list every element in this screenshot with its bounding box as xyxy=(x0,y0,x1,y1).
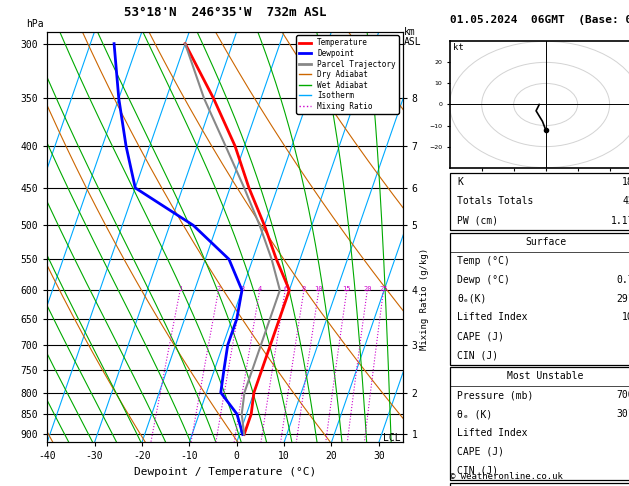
Text: 01.05.2024  06GMT  (Base: 00): 01.05.2024 06GMT (Base: 00) xyxy=(450,15,629,25)
Text: 53°18'N  246°35'W  732m ASL: 53°18'N 246°35'W 732m ASL xyxy=(124,6,326,19)
Text: km
ASL: km ASL xyxy=(404,27,421,47)
Text: 0: 0 xyxy=(628,466,629,476)
Text: 3: 3 xyxy=(628,428,629,438)
Text: 15: 15 xyxy=(343,286,351,292)
Text: CIN (J): CIN (J) xyxy=(457,350,499,360)
Text: 1: 1 xyxy=(178,286,182,292)
Text: θₑ(K): θₑ(K) xyxy=(457,294,487,304)
Text: Temp (°C): Temp (°C) xyxy=(457,256,510,266)
Text: Surface: Surface xyxy=(525,237,566,247)
Text: CAPE (J): CAPE (J) xyxy=(457,447,504,457)
Text: 10: 10 xyxy=(314,286,323,292)
Text: PW (cm): PW (cm) xyxy=(457,216,499,226)
Text: Totals Totals: Totals Totals xyxy=(457,196,534,207)
Text: 8: 8 xyxy=(302,286,306,292)
Text: 6: 6 xyxy=(283,286,287,292)
Text: 4: 4 xyxy=(257,286,262,292)
Text: LCL: LCL xyxy=(382,433,400,443)
Text: CAPE (J): CAPE (J) xyxy=(457,331,504,341)
Text: Most Unstable: Most Unstable xyxy=(508,371,584,382)
Text: 0: 0 xyxy=(628,331,629,341)
Text: 3: 3 xyxy=(240,286,244,292)
Text: 700: 700 xyxy=(616,390,629,400)
Text: 1.17: 1.17 xyxy=(610,216,629,226)
Text: 1: 1 xyxy=(628,256,629,266)
Text: 25: 25 xyxy=(379,286,387,292)
Text: θₑ (K): θₑ (K) xyxy=(457,409,493,419)
Text: Mixing Ratio (g/kg): Mixing Ratio (g/kg) xyxy=(420,247,429,349)
Text: Dewp (°C): Dewp (°C) xyxy=(457,275,510,285)
Text: 291: 291 xyxy=(616,294,629,304)
Text: 20: 20 xyxy=(363,286,372,292)
Text: © weatheronline.co.uk: © weatheronline.co.uk xyxy=(450,472,562,481)
X-axis label: Dewpoint / Temperature (°C): Dewpoint / Temperature (°C) xyxy=(134,467,316,477)
Legend: Temperature, Dewpoint, Parcel Trajectory, Dry Adiabat, Wet Adiabat, Isotherm, Mi: Temperature, Dewpoint, Parcel Trajectory… xyxy=(296,35,399,114)
Text: 2: 2 xyxy=(216,286,221,292)
Text: hPa: hPa xyxy=(26,19,44,29)
Text: 301: 301 xyxy=(616,409,629,419)
Text: 0.7: 0.7 xyxy=(616,275,629,285)
Text: CIN (J): CIN (J) xyxy=(457,466,499,476)
Text: 0: 0 xyxy=(628,350,629,360)
Text: K: K xyxy=(457,177,464,187)
Text: 0: 0 xyxy=(628,447,629,457)
Text: 42: 42 xyxy=(622,196,629,207)
Text: Lifted Index: Lifted Index xyxy=(457,312,528,323)
Text: Pressure (mb): Pressure (mb) xyxy=(457,390,534,400)
Text: 10: 10 xyxy=(622,312,629,323)
Text: kt: kt xyxy=(453,43,464,52)
Text: 18: 18 xyxy=(622,177,629,187)
Text: Lifted Index: Lifted Index xyxy=(457,428,528,438)
